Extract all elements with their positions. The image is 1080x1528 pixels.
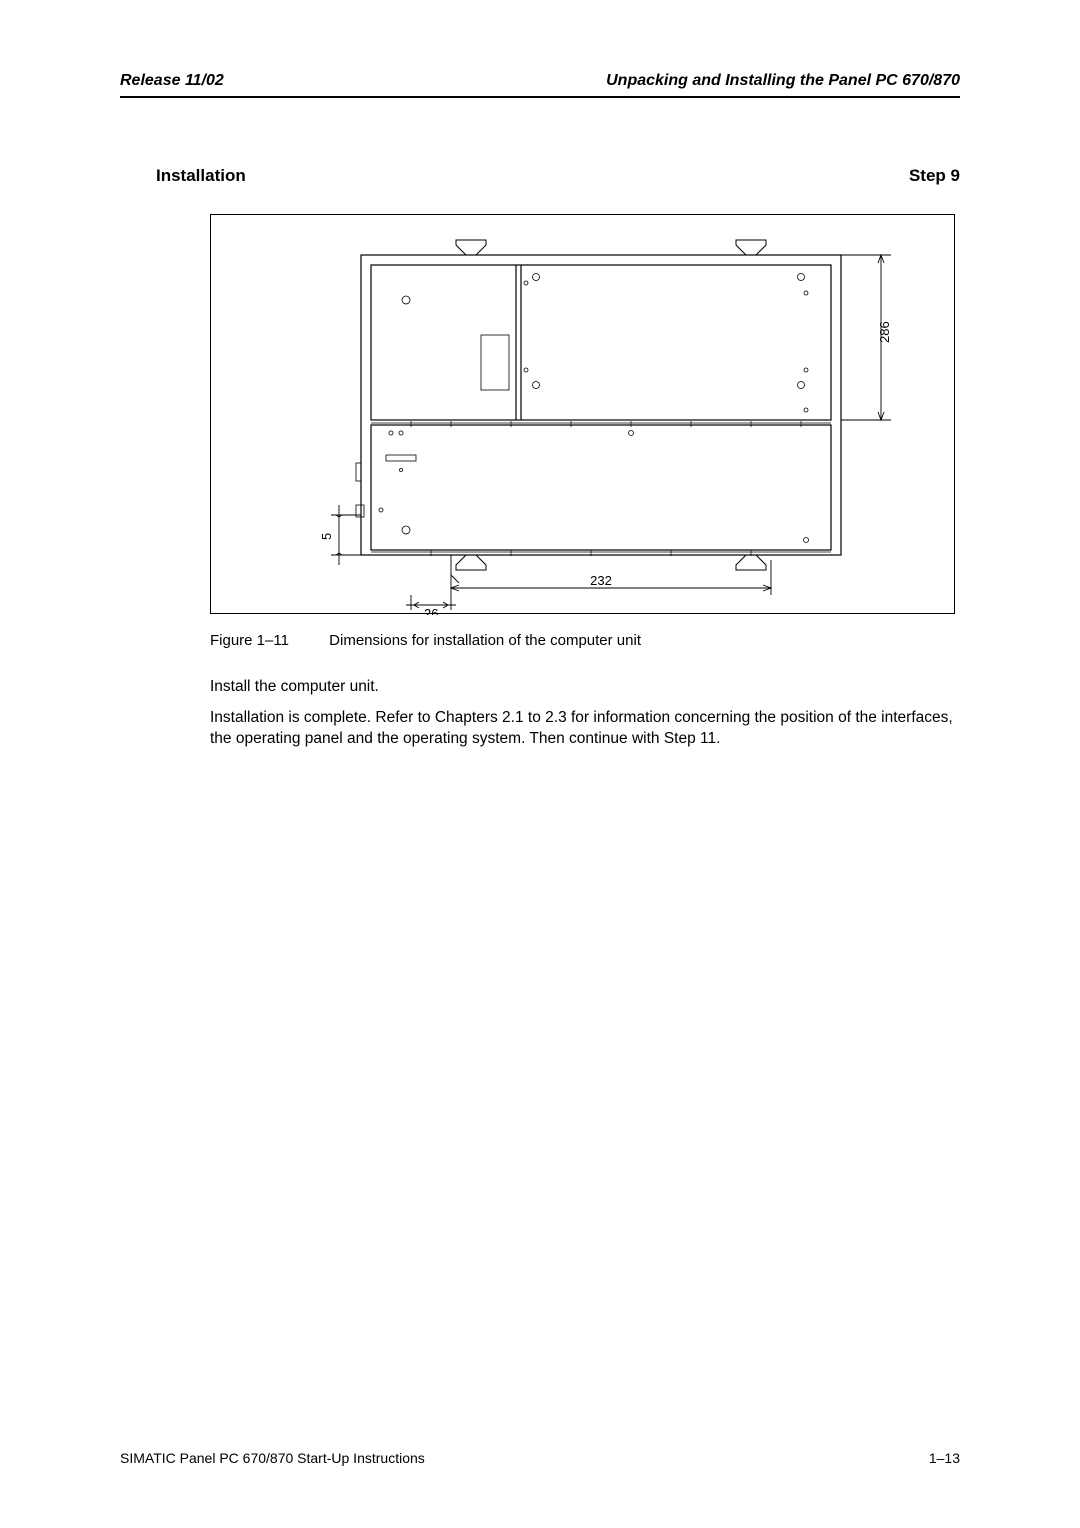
caption-text: Dimensions for installation of the compu… (329, 632, 641, 649)
footer-right: 1–13 (929, 1450, 960, 1466)
caption-label: Figure 1–11 (210, 632, 325, 649)
step-heading: Installation Step 9 (120, 166, 960, 186)
footer-left: SIMATIC Panel PC 670/870 Start-Up Instru… (120, 1450, 425, 1466)
dimension-figure: 286 5 232 (210, 214, 955, 614)
dim-right: 286 (877, 321, 892, 343)
body-p2: Installation is complete. Refer to Chapt… (210, 708, 960, 750)
dim-bottom-main: 232 (590, 573, 612, 588)
page: Release 11/02 Unpacking and Installing t… (0, 0, 1080, 1528)
page-footer: SIMATIC Panel PC 670/870 Start-Up Instru… (120, 1450, 960, 1466)
step-label: Step 9 (909, 166, 960, 186)
header-right: Unpacking and Installing the Panel PC 67… (606, 72, 960, 90)
body-text: Install the computer unit. Installation … (210, 677, 960, 750)
dim-bottom-small: 26 (424, 606, 438, 615)
page-header: Release 11/02 Unpacking and Installing t… (120, 72, 960, 98)
dim-left: 5 (319, 533, 334, 540)
step-title: Installation (156, 166, 246, 186)
figure-caption: Figure 1–11 Dimensions for installation … (210, 632, 960, 649)
header-left: Release 11/02 (120, 72, 224, 90)
body-p1: Install the computer unit. (210, 677, 960, 698)
technical-drawing-svg: 286 5 232 (211, 215, 956, 615)
